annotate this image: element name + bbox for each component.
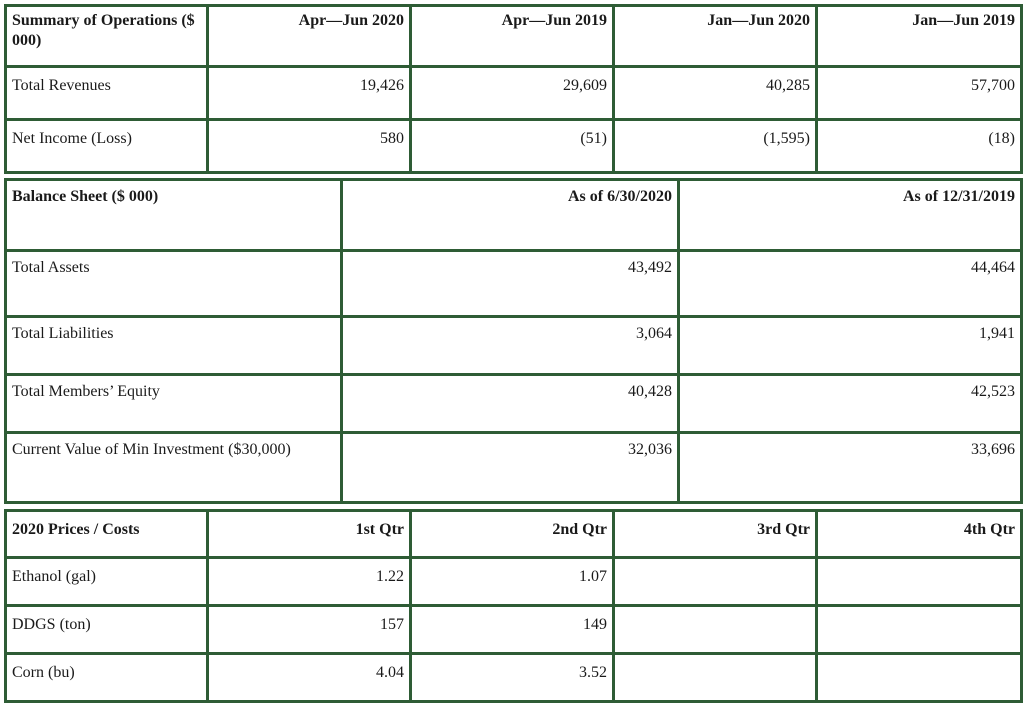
table-cell: 1.07 [409,556,615,607]
table-row: Total Liabilities 3,064 1,941 [4,315,1023,376]
table-row: Total Members’ Equity 40,428 42,523 [4,373,1023,434]
header-cell: Apr—Jun 2020 [206,4,412,68]
table-cell [612,652,818,703]
table-cell: 57,700 [815,65,1023,121]
table-cell: 40,285 [612,65,818,121]
table-cell: 43,492 [340,249,680,318]
header-cell: Summary of Operations ($ 000) [4,4,209,68]
header-cell: Apr—Jun 2019 [409,4,615,68]
table-cell: 3.52 [409,652,615,703]
table-cell: 580 [206,118,412,174]
table-cell [815,556,1023,607]
table-row: Total Assets 43,492 44,464 [4,249,1023,318]
header-cell: As of 6/30/2020 [340,178,680,252]
row-label: Total Assets [4,249,343,318]
header-cell: 1st Qtr [206,509,412,559]
row-label: DDGS (ton) [4,604,209,655]
header-cell: Balance Sheet ($ 000) [4,178,343,252]
row-label: Current Value of Min Investment ($30,000… [4,431,343,504]
balance-sheet-table: Balance Sheet ($ 000) As of 6/30/2020 As… [4,178,1023,504]
table-cell [815,604,1023,655]
header-cell: 3rd Qtr [612,509,818,559]
table-cell [612,556,818,607]
table-cell: 3,064 [340,315,680,376]
table-cell: 42,523 [677,373,1023,434]
table-cell: (51) [409,118,615,174]
row-label: Total Revenues [4,65,209,121]
header-cell: 2nd Qtr [409,509,615,559]
table-cell: (1,595) [612,118,818,174]
table-cell: 33,696 [677,431,1023,504]
table-header-row: 2020 Prices / Costs 1st Qtr 2nd Qtr 3rd … [4,509,1023,559]
table-cell: (18) [815,118,1023,174]
table-cell: 149 [409,604,615,655]
table-header-row: Balance Sheet ($ 000) As of 6/30/2020 As… [4,178,1023,252]
table-row: DDGS (ton) 157 149 [4,604,1023,655]
header-cell: 2020 Prices / Costs [4,509,209,559]
table-row: Net Income (Loss) 580 (51) (1,595) (18) [4,118,1023,174]
table-row: Current Value of Min Investment ($30,000… [4,431,1023,504]
table-cell: 40,428 [340,373,680,434]
table-cell: 29,609 [409,65,615,121]
table-row: Ethanol (gal) 1.22 1.07 [4,556,1023,607]
header-cell: Jan—Jun 2019 [815,4,1023,68]
table-cell: 157 [206,604,412,655]
table-cell: 44,464 [677,249,1023,318]
table-cell: 32,036 [340,431,680,504]
table-cell [612,604,818,655]
summary-of-operations-table: Summary of Operations ($ 000) Apr—Jun 20… [4,4,1023,174]
prices-costs-table: 2020 Prices / Costs 1st Qtr 2nd Qtr 3rd … [4,509,1023,703]
table-row: Total Revenues 19,426 29,609 40,285 57,7… [4,65,1023,121]
row-label: Total Liabilities [4,315,343,376]
table-row: Corn (bu) 4.04 3.52 [4,652,1023,703]
table-cell: 1,941 [677,315,1023,376]
row-label: Corn (bu) [4,652,209,703]
row-label: Ethanol (gal) [4,556,209,607]
header-cell: 4th Qtr [815,509,1023,559]
table-cell: 1.22 [206,556,412,607]
header-cell: As of 12/31/2019 [677,178,1023,252]
row-label: Total Members’ Equity [4,373,343,434]
table-cell [815,652,1023,703]
header-cell: Jan—Jun 2020 [612,4,818,68]
table-header-row: Summary of Operations ($ 000) Apr—Jun 20… [4,4,1023,68]
row-label: Net Income (Loss) [4,118,209,174]
table-cell: 19,426 [206,65,412,121]
table-cell: 4.04 [206,652,412,703]
